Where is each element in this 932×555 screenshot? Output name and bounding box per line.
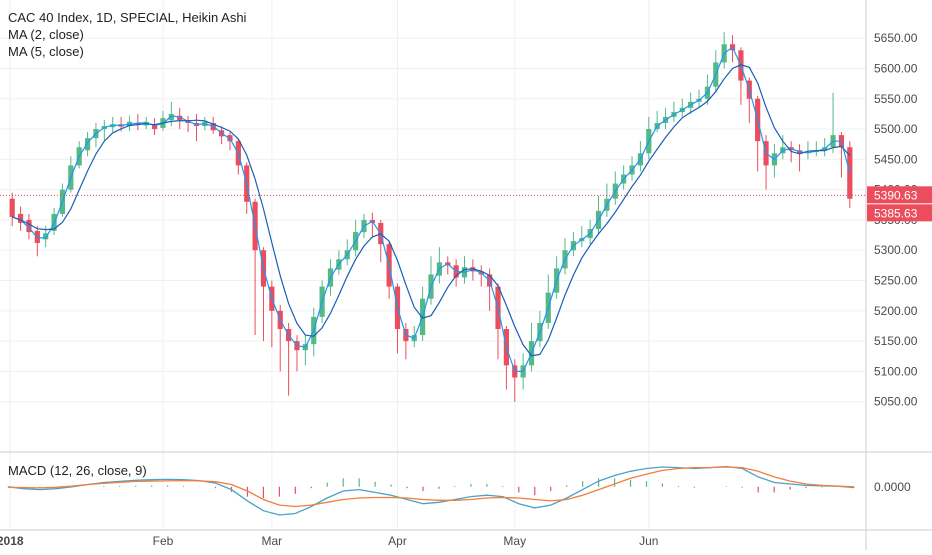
candle-body: [177, 115, 183, 120]
y-tick-label: 5450.00: [874, 152, 918, 166]
y-tick-label: 5650.00: [874, 31, 918, 45]
x-tick-label: Mar: [262, 534, 283, 548]
legend-ma2: MA (2, close): [8, 27, 84, 42]
chart-title: CAC 40 Index, 1D, SPECIAL, Heikin Ashi: [8, 10, 247, 25]
x-tick-label: Jun: [639, 534, 658, 548]
candle-body: [110, 124, 116, 128]
y-tick-label: 5300.00: [874, 243, 918, 257]
x-tick-label: Feb: [153, 534, 174, 548]
candle-body: [135, 123, 141, 125]
y-tick-label: 5550.00: [874, 92, 918, 106]
legend-ma5: MA (5, close): [8, 44, 84, 59]
x-tick-label: 2018: [0, 534, 24, 548]
candle-body: [17, 213, 24, 223]
ma2-line: [11, 46, 851, 372]
candle-body: [43, 233, 49, 240]
candle-body: [84, 138, 91, 151]
macd-zero-tick: 0.0000: [874, 480, 911, 494]
candle-body: [168, 113, 174, 120]
y-tick-label: 5500.00: [874, 122, 918, 136]
last-price-label: 5390.63: [874, 188, 918, 202]
y-tick-label: 5600.00: [874, 61, 918, 75]
legend: CAC 40 Index, 1D, SPECIAL, Heikin Ashi M…: [8, 9, 246, 60]
candle-body: [9, 198, 15, 217]
y-tick-label: 5100.00: [874, 364, 918, 378]
y-tick-label: 5150.00: [874, 334, 918, 348]
candle-body: [151, 124, 158, 130]
close-price-label: 5385.63: [874, 206, 918, 220]
macd-label: MACD (12, 26, close, 9): [8, 463, 147, 478]
last-price-badge: [867, 186, 932, 204]
macd-signal-line: [7, 466, 855, 508]
x-tick-label: Apr: [388, 534, 407, 548]
x-tick-label: May: [503, 534, 526, 548]
y-tick-label: 5050.00: [874, 395, 918, 409]
y-tick-label: 5200.00: [874, 304, 918, 318]
candle-body: [26, 219, 32, 233]
y-tick-label: 5250.00: [874, 274, 918, 288]
close-price-badge: [867, 204, 932, 222]
ma5-line: [11, 64, 851, 357]
